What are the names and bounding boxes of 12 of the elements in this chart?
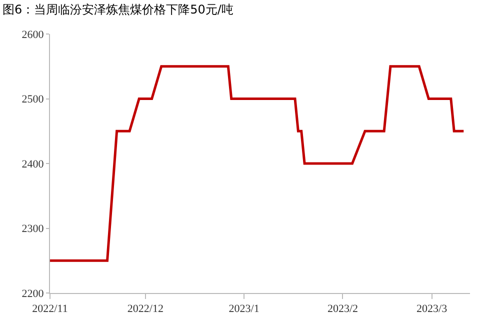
y-tick-label: 2300 — [22, 223, 44, 236]
x-tick-label: 2023/3 — [416, 303, 448, 316]
line-series — [50, 65, 465, 262]
y-tick-label: 2500 — [22, 94, 44, 106]
x-tick-label: 2022/12 — [127, 303, 164, 316]
x-tick-label: 2023/2 — [327, 303, 358, 316]
x-tick-label: 2022/11 — [32, 303, 68, 316]
y-tick-label: 2400 — [22, 158, 44, 170]
y-tick-label: 2600 — [22, 28, 44, 41]
x-tick-label: 2023/1 — [228, 303, 260, 316]
y-tick-label: 2200 — [22, 288, 44, 300]
chart-title: 图6：当周临汾安泽炼焦煤价格下降50元/吨 — [2, 2, 234, 16]
